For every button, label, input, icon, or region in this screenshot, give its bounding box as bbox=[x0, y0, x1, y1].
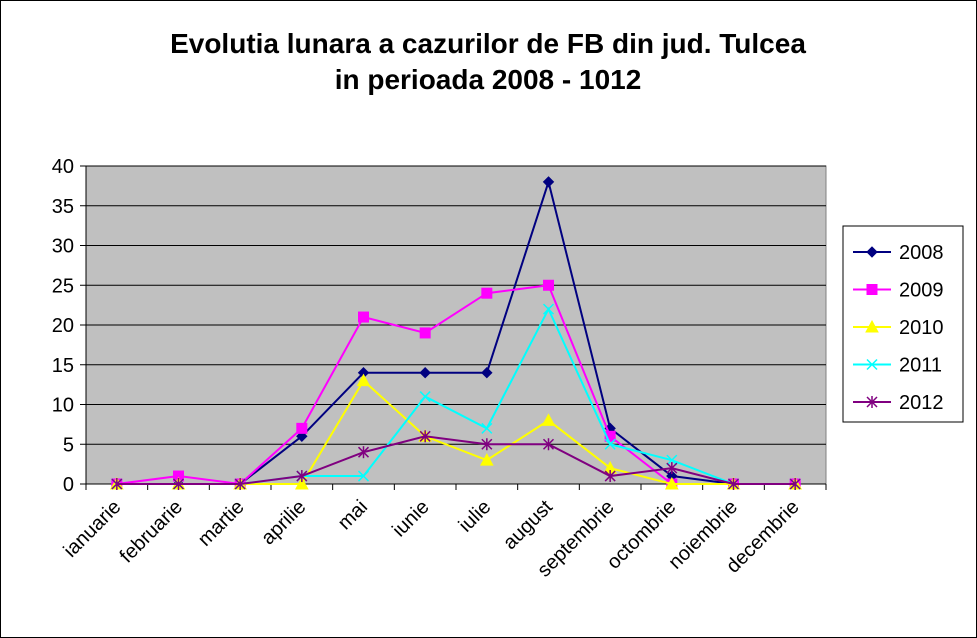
data-point bbox=[542, 438, 555, 451]
data-point bbox=[296, 470, 308, 483]
data-point bbox=[666, 462, 678, 475]
legend-label: 2010 bbox=[899, 317, 944, 339]
marker-x-stroke bbox=[666, 454, 678, 466]
x-tick-label: august bbox=[499, 496, 557, 554]
data-point bbox=[358, 311, 369, 323]
marker-square bbox=[419, 327, 431, 339]
data-point bbox=[481, 287, 493, 299]
marker-triangle bbox=[356, 373, 371, 387]
y-tick-label: 20 bbox=[52, 315, 74, 337]
chart-title-line-1: Evolutia lunara a cazurilor de FB din ju… bbox=[170, 28, 806, 59]
marker-x-stroke bbox=[866, 358, 878, 371]
x-tick-label: mai bbox=[334, 496, 372, 534]
y-tick-label: 15 bbox=[52, 355, 74, 377]
data-point bbox=[419, 327, 431, 339]
legend-marker bbox=[865, 319, 879, 333]
data-point bbox=[481, 438, 493, 451]
data-point bbox=[604, 470, 616, 483]
x-tick-label: februarie bbox=[116, 496, 187, 567]
data-point bbox=[481, 366, 493, 379]
y-tick-label: 35 bbox=[52, 196, 74, 218]
data-point bbox=[111, 478, 123, 490]
legend-marker bbox=[866, 396, 878, 408]
marker-x-stroke bbox=[419, 391, 431, 403]
data-point bbox=[789, 478, 801, 490]
marker-square bbox=[296, 422, 308, 434]
x-tick-label: martie bbox=[194, 496, 249, 551]
chart-title-line-2: in perioada 2008 - 1012 bbox=[335, 64, 642, 95]
y-tick-label: 10 bbox=[52, 395, 74, 417]
marker-square bbox=[481, 287, 493, 299]
marker-x-stroke bbox=[481, 422, 493, 434]
legend-label: 2012 bbox=[899, 392, 944, 414]
y-axis: 0 5 10 15 20 25 30 35 40 bbox=[52, 156, 87, 496]
data-point bbox=[542, 176, 555, 188]
marker-square bbox=[866, 284, 878, 295]
data-point bbox=[234, 478, 246, 490]
data-point bbox=[727, 478, 740, 490]
data-point bbox=[541, 413, 556, 426]
legend-marker bbox=[866, 246, 878, 258]
x-tick-label: iulie bbox=[455, 496, 496, 537]
marker-triangle bbox=[479, 453, 494, 466]
data-point bbox=[357, 470, 370, 482]
legend-item-2012: 2012 bbox=[853, 392, 944, 414]
legend-box bbox=[842, 225, 964, 423]
marker-diamond bbox=[419, 366, 431, 379]
data-point bbox=[419, 391, 431, 403]
marker-diamond bbox=[542, 176, 555, 188]
y-tick-label: 30 bbox=[52, 236, 74, 258]
data-point bbox=[481, 422, 493, 434]
marker-square bbox=[358, 311, 369, 323]
marker-triangle bbox=[865, 319, 879, 333]
data-point bbox=[604, 430, 616, 442]
legend: 2008 2009 2010 2011 2012 bbox=[842, 225, 964, 423]
data-point bbox=[543, 279, 554, 291]
data-point bbox=[419, 430, 431, 443]
data-point bbox=[356, 373, 371, 387]
grid-lines bbox=[86, 165, 826, 445]
legend-item-2009: 2009 bbox=[853, 280, 944, 302]
legend-item-2008: 2008 bbox=[853, 242, 944, 264]
data-point bbox=[419, 366, 431, 379]
y-tick-label: 40 bbox=[52, 156, 74, 178]
series-2012 bbox=[111, 430, 801, 490]
marker-triangle bbox=[664, 476, 679, 490]
legend-item-2010: 2010 bbox=[853, 317, 944, 339]
marker-triangle bbox=[294, 476, 309, 490]
data-point bbox=[357, 446, 370, 459]
data-point bbox=[666, 454, 678, 466]
series-line-2012 bbox=[116, 435, 796, 485]
marker-x-stroke bbox=[542, 303, 555, 315]
legend-marker bbox=[866, 358, 878, 371]
legend-label: 2011 bbox=[899, 355, 942, 377]
data-point bbox=[296, 422, 308, 434]
legend-item-2011: 2011 bbox=[853, 355, 942, 377]
marker-diamond bbox=[481, 366, 493, 379]
data-point bbox=[172, 478, 185, 490]
legend-label: 2008 bbox=[899, 242, 944, 264]
y-tick-label: 25 bbox=[52, 275, 74, 297]
y-tick-label: 0 bbox=[63, 474, 74, 496]
legend-marker bbox=[866, 284, 878, 295]
marker-diamond bbox=[866, 246, 878, 258]
legend-label: 2009 bbox=[899, 280, 944, 302]
data-point bbox=[294, 476, 309, 490]
series-layer bbox=[109, 176, 803, 490]
x-tick-label: iunie bbox=[388, 496, 433, 541]
y-tick-label: 5 bbox=[63, 434, 74, 456]
marker-square bbox=[543, 279, 554, 291]
marker-x-stroke bbox=[357, 470, 370, 482]
marker-x-stroke bbox=[604, 438, 616, 450]
data-point bbox=[664, 476, 679, 490]
x-tick-label: aprilie bbox=[257, 496, 310, 549]
data-point bbox=[604, 438, 616, 450]
data-point bbox=[542, 303, 555, 315]
marker-triangle bbox=[541, 413, 556, 426]
marker-square bbox=[604, 430, 616, 442]
data-point bbox=[479, 453, 494, 466]
